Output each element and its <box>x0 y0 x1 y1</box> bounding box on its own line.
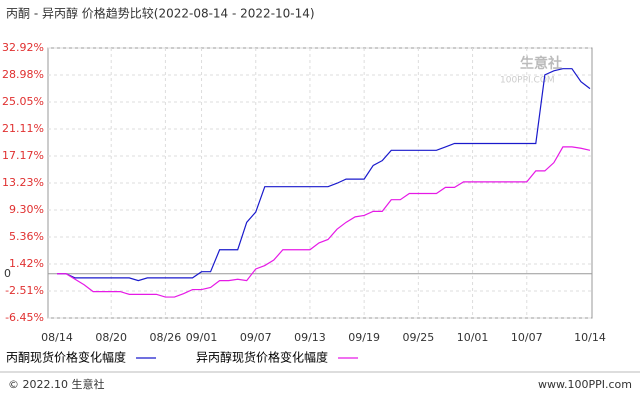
x-tick-label: 09/13 <box>294 331 326 344</box>
y-tick-label: 0 <box>4 267 11 280</box>
series-line <box>57 68 591 282</box>
x-tick-label: 09/19 <box>348 331 380 344</box>
x-tick-label: 10/01 <box>457 331 489 344</box>
x-tick-label: 09/01 <box>186 331 218 344</box>
y-tick-label: 1.42% <box>9 257 44 270</box>
x-tick-label: 09/25 <box>403 331 435 344</box>
y-tick-label: 32.92% <box>2 41 44 54</box>
x-tick-label: 08/14 <box>41 331 73 344</box>
x-tick-label: 10/07 <box>511 331 543 344</box>
y-tick-label: 9.30% <box>9 203 44 216</box>
series-line <box>57 146 591 298</box>
legend-label: 丙酮现货价格变化幅度 <box>6 350 126 365</box>
y-tick-label: 5.36% <box>9 230 44 243</box>
y-tick-label: -6.45% <box>5 311 44 324</box>
y-tick-label: 13.23% <box>2 176 44 189</box>
y-tick-label: 21.11% <box>2 122 44 135</box>
y-tick-label: 28.98% <box>2 68 44 81</box>
legend-label: 异丙醇现货价格变化幅度 <box>196 350 328 365</box>
x-tick-label: 09/07 <box>240 331 272 344</box>
footer-left: © 2022.10 生意社 <box>8 377 104 391</box>
watermark-url: 100PPI.COM <box>500 76 555 86</box>
x-tick-label: 10/14 <box>574 331 606 344</box>
y-tick-label: 25.05% <box>2 95 44 108</box>
chart-title: 丙酮 - 异丙醇 价格趋势比较(2022-08-14 - 2022-10-14) <box>6 6 315 21</box>
y-tick-label: -2.51% <box>5 284 44 297</box>
footer-right: www.100PPI.com <box>538 378 632 391</box>
x-tick-label: 08/20 <box>95 331 127 344</box>
y-tick-label: 17.17% <box>2 149 44 162</box>
watermark-name: 生意社 <box>520 55 562 72</box>
x-tick-label: 08/26 <box>150 331 182 344</box>
